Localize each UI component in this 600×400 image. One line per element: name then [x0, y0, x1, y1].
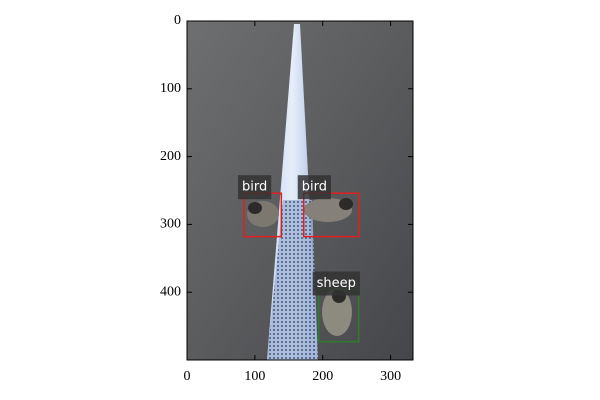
label-background [297, 175, 331, 200]
label-background [238, 175, 272, 200]
detection-box [302, 192, 360, 238]
x-tick-label: 0 [184, 369, 191, 384]
detection-label: bird [302, 180, 327, 195]
spike-mesh [267, 200, 318, 360]
bird-head [339, 198, 353, 210]
detection-label: bird [242, 180, 267, 195]
bird-head [248, 202, 262, 214]
y-tick-label: 100 [160, 81, 181, 96]
photo [187, 21, 413, 360]
x-tick-label: 100 [244, 369, 265, 384]
x-tick-label: 200 [312, 369, 333, 384]
x-tick-label: 300 [380, 369, 401, 384]
y-tick-label: 400 [160, 284, 181, 299]
y-tick-label: 0 [174, 13, 181, 28]
detection-label: sheep [317, 276, 356, 291]
y-tick-label: 300 [160, 217, 181, 232]
label-background [312, 271, 360, 296]
axes-frame [186, 20, 414, 361]
y-tick-label: 200 [160, 149, 181, 164]
